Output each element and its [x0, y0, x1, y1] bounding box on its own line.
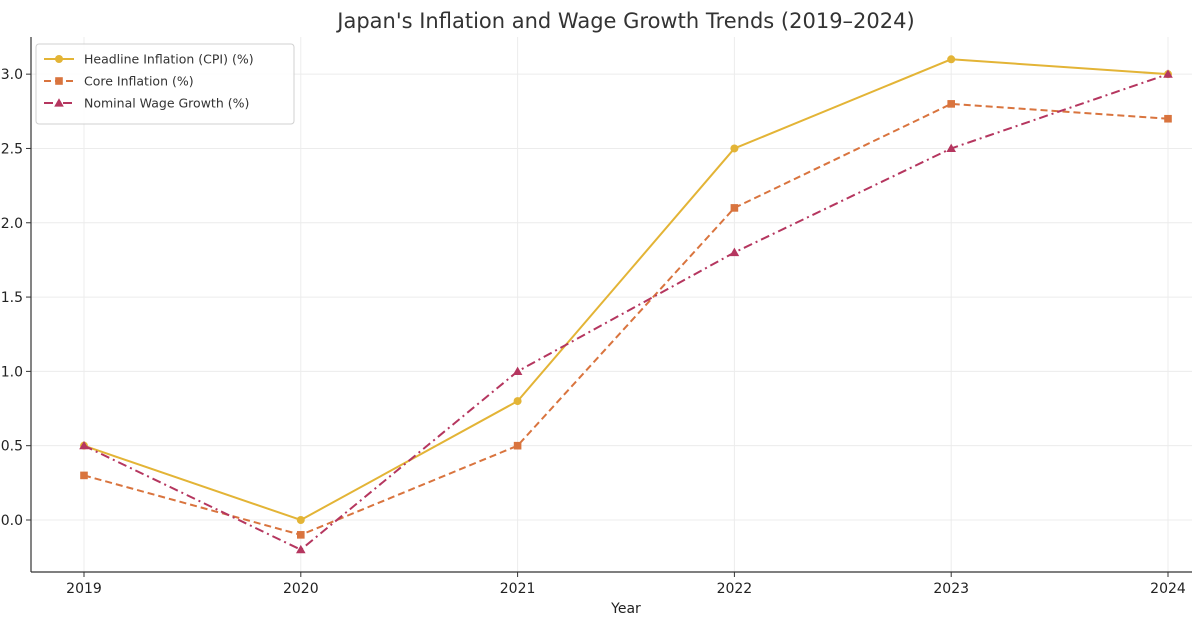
data-point: [297, 531, 305, 539]
y-tick-label: 0.0: [1, 513, 23, 529]
series-line: [83, 102, 1169, 536]
data-point: [947, 100, 955, 108]
x-tick-label: 2020: [283, 581, 319, 597]
data-point: [729, 247, 740, 257]
legend-label: Nominal Wage Growth (%): [84, 96, 249, 111]
data-point: [1163, 69, 1173, 78]
grid: [31, 37, 1192, 572]
y-tick-label: 1.5: [1, 290, 23, 306]
series-2: [80, 100, 1172, 539]
x-axis-label: Year: [610, 601, 641, 617]
data-point: [730, 144, 739, 153]
legend-item: Headline Inflation (CPI) (%): [44, 52, 254, 67]
legend: Headline Inflation (CPI) (%) Core Inflati…: [35, 43, 295, 125]
x-tick-label: 2021: [500, 581, 536, 597]
series-lines: [79, 55, 1173, 554]
legend-item: Nominal Wage Growth (%): [44, 96, 249, 111]
series-line: [83, 73, 1169, 551]
x-tick-label: 2024: [1150, 581, 1186, 597]
axes: 0.0 0.5 1.0 1.5 2.0 2.5 3.0 2019 2020 2021 2022 202…: [1, 37, 1192, 597]
x-tick-label: 2023: [933, 581, 969, 597]
data-point: [79, 440, 89, 450]
y-tick-label: 3.0: [1, 67, 23, 83]
legend-label: Core Inflation (%): [84, 74, 194, 89]
data-point: [946, 143, 956, 153]
y-tick-label: 2.5: [1, 141, 23, 157]
series-1: [80, 55, 1172, 524]
y-tick-label: 0.5: [1, 439, 23, 455]
data-point: [512, 366, 523, 375]
series-3: [79, 69, 1173, 554]
legend-marker: [55, 77, 63, 85]
x-tick-label: 2022: [717, 581, 753, 597]
data-point: [1164, 114, 1172, 123]
data-point: [80, 471, 88, 480]
data-point: [513, 397, 522, 406]
legend-marker: [55, 55, 63, 63]
data-point: [296, 515, 305, 524]
series-line: [83, 58, 1169, 521]
x-tick-label: 2019: [66, 581, 102, 597]
chart-title: Japan's Inflation and Wage Growth Trends…: [335, 9, 914, 33]
y-tick-label: 1.0: [1, 364, 23, 380]
data-point: [513, 441, 522, 450]
legend-label: Headline Inflation (CPI) (%): [84, 52, 254, 67]
legend-box: [35, 43, 295, 125]
legend-item: Core Inflation (%): [44, 74, 194, 89]
data-point: [296, 544, 306, 554]
legend-marker: [54, 98, 64, 107]
data-point: [947, 55, 956, 64]
y-tick-label: 2.0: [1, 216, 23, 232]
data-point: [730, 204, 739, 212]
